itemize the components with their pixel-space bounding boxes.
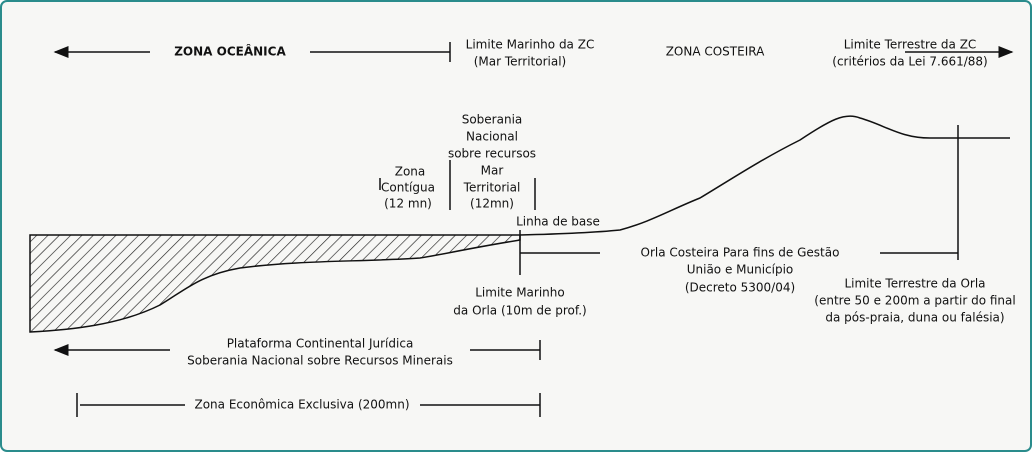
label: ZONA COSTEIRA — [666, 45, 765, 59]
label: ZONA OCEÂNICA — [174, 44, 286, 59]
label: da pós-praia, duna ou falésia) — [825, 311, 1004, 325]
label: Nacional — [466, 130, 518, 144]
label: Mar — [481, 164, 504, 178]
label: (critérios da Lei 7.661/88) — [832, 55, 987, 69]
label: (Mar Territorial) — [474, 55, 566, 69]
label: Contígua — [381, 181, 435, 195]
label: (12 mn) — [384, 197, 432, 211]
label: Soberania Nacional sobre Recursos Minera… — [187, 354, 453, 368]
label: Plataforma Continental Jurídica — [227, 337, 414, 351]
label: Orla Costeira Para fins de Gestão — [641, 246, 840, 260]
land-profile — [519, 115, 1010, 236]
label: Linha de base — [516, 215, 600, 229]
label: Limite Terrestre da Orla — [844, 277, 985, 291]
label: Zona Econômica Exclusiva (200mn) — [194, 398, 409, 412]
label: Soberania — [462, 113, 523, 127]
label: (Decreto 5300/04) — [685, 281, 795, 295]
label: Territorial — [463, 181, 521, 195]
label: União e Município — [687, 263, 794, 277]
label: Limite Terrestre da ZC — [844, 38, 977, 52]
label: Limite Marinho da ZC — [466, 38, 595, 52]
label: da Orla (10m de prof.) — [453, 304, 586, 318]
label: Limite Marinho — [475, 286, 564, 300]
label: Zona — [395, 165, 426, 179]
label: (12mn) — [470, 197, 514, 211]
sea-section — [29, 234, 521, 333]
label: sobre recursos — [448, 147, 536, 161]
label: (entre 50 e 200m a partir do final — [814, 294, 1015, 308]
